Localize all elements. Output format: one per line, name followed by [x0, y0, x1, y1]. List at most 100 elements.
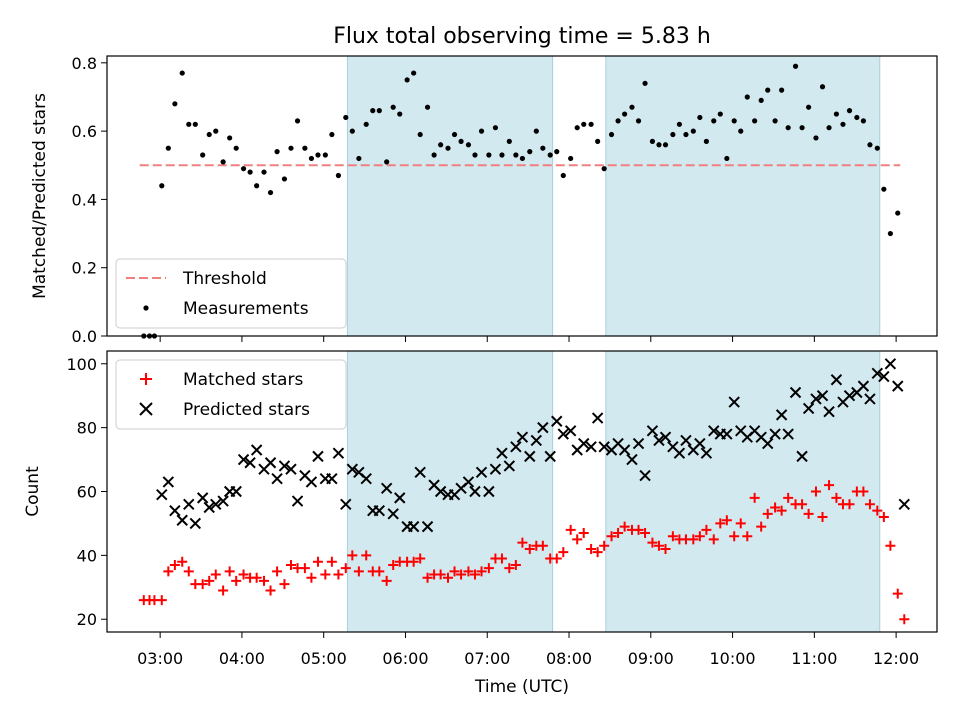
data-point — [335, 172, 342, 179]
data-point — [472, 152, 478, 158]
data-point — [421, 520, 434, 533]
data-point — [176, 514, 188, 526]
data-point — [183, 566, 194, 577]
data-point — [329, 131, 335, 138]
data-point — [864, 393, 876, 405]
data-point — [524, 543, 535, 554]
data-point — [302, 145, 308, 151]
data-point — [172, 101, 178, 107]
data-point — [238, 569, 249, 580]
data-point — [250, 444, 263, 456]
data-point — [390, 104, 396, 110]
data-point — [599, 540, 610, 551]
y-tick-label: 20 — [77, 610, 97, 629]
data-point — [397, 111, 403, 117]
legend-marker — [143, 305, 149, 311]
data-point — [806, 104, 812, 110]
data-point — [196, 492, 209, 504]
plot-frame — [106, 55, 938, 337]
data-point — [476, 566, 487, 577]
data-point — [878, 512, 889, 523]
data-point — [831, 492, 842, 503]
data-point — [846, 108, 853, 114]
data-point — [639, 469, 651, 482]
data-point — [690, 128, 696, 134]
data-point — [667, 531, 678, 542]
data-point — [762, 437, 774, 450]
y-axis-label: Matched/Predicted stars — [30, 93, 50, 299]
observing-window-0 — [346, 55, 554, 337]
data-point — [299, 563, 310, 574]
data-point — [810, 486, 821, 497]
observing-window-1 — [605, 55, 881, 337]
data-point — [810, 393, 822, 405]
data-point — [404, 77, 410, 83]
data-point — [388, 559, 399, 570]
data-point — [204, 575, 215, 586]
data-point — [854, 114, 860, 121]
data-point — [613, 528, 624, 539]
data-point — [524, 450, 536, 463]
data-point — [823, 405, 835, 418]
y-tick-label: 0.8 — [72, 54, 97, 73]
data-point — [407, 520, 420, 533]
data-point — [456, 569, 467, 580]
data-point — [322, 152, 328, 158]
data-point — [449, 566, 460, 577]
data-point — [606, 531, 617, 542]
data-point — [721, 515, 732, 526]
data-point — [506, 138, 512, 144]
data-point — [517, 537, 528, 548]
data-point — [224, 566, 235, 577]
legend: Threshold Measurements — [115, 258, 347, 329]
data-point — [715, 518, 726, 529]
data-point — [169, 559, 180, 570]
data-point — [776, 505, 787, 516]
data-point — [431, 152, 437, 158]
data-point — [411, 70, 417, 76]
data-point — [782, 428, 794, 440]
data-point — [857, 380, 870, 392]
data-point — [708, 425, 720, 437]
data-point — [779, 87, 785, 93]
y-tick-label: 0.6 — [72, 122, 97, 141]
data-point — [619, 521, 630, 532]
data-point — [676, 121, 683, 127]
data-point — [306, 572, 317, 583]
data-point — [251, 572, 262, 583]
data-point — [343, 114, 349, 121]
data-point — [278, 460, 291, 472]
x-axis: 03:00 04:00 05:00 06:00 07:00 08:00 09:00 10:00… — [137, 649, 919, 668]
data-point — [510, 441, 522, 453]
data-point — [642, 80, 648, 86]
data-point — [305, 476, 318, 488]
data-point — [279, 579, 290, 590]
data-point — [649, 138, 656, 144]
y-tick-label: 0.2 — [72, 259, 97, 278]
data-point — [361, 550, 372, 561]
series-matched-stars — [138, 480, 910, 625]
data-point — [320, 569, 331, 580]
data-point — [640, 528, 651, 539]
data-point — [892, 380, 904, 392]
x-tick-label: 06:00 — [382, 649, 428, 668]
data-point — [326, 556, 337, 567]
data-point — [233, 145, 239, 151]
series-measurements — [141, 63, 901, 339]
data-point — [660, 543, 671, 554]
data-point — [510, 559, 521, 570]
data-point — [694, 531, 705, 542]
data-point — [475, 466, 488, 479]
data-point — [347, 550, 358, 561]
data-point — [308, 155, 315, 162]
data-point — [414, 466, 426, 479]
data-point — [844, 499, 855, 510]
data-point — [680, 434, 692, 447]
legend-marker — [140, 373, 152, 385]
data-point — [758, 97, 764, 103]
series-predicted-stars — [156, 358, 910, 533]
data-point — [530, 434, 543, 447]
y-tick-label: 0.4 — [72, 190, 97, 209]
y-tick-label: 80 — [77, 419, 97, 438]
data-point — [478, 128, 485, 134]
